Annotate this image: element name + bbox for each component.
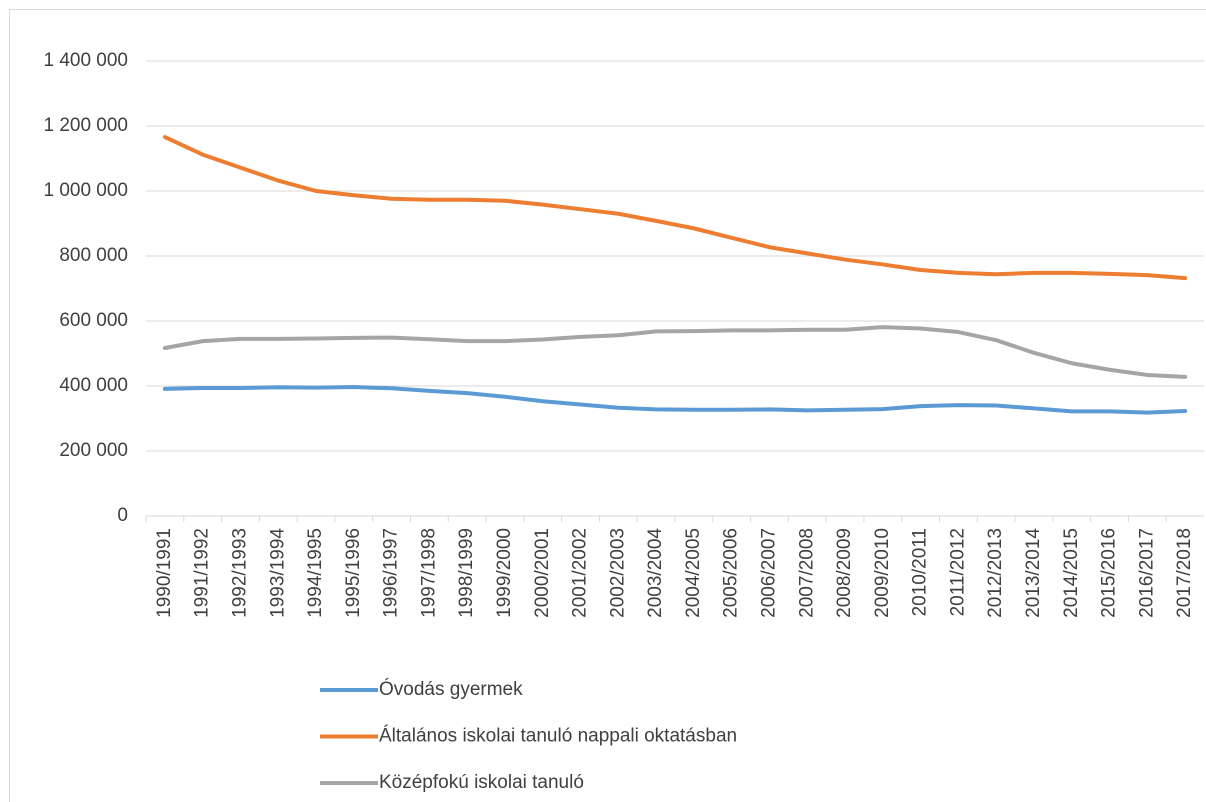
y-tick-label: 0	[117, 505, 128, 526]
y-tick-label: 400 000	[59, 375, 128, 396]
x-tick-label: 2005/2006	[721, 528, 742, 618]
y-tick-label: 600 000	[59, 310, 128, 331]
x-tick-label: 1992/1993	[229, 528, 250, 618]
y-tick-label: 1 400 000	[43, 50, 128, 71]
x-tick-label: 2012/2013	[985, 528, 1006, 618]
x-tick-label: 1990/1991	[154, 528, 175, 618]
x-tick-label: 2000/2001	[532, 528, 553, 618]
x-tick-label: 1999/2000	[494, 528, 515, 618]
chart-border	[9, 9, 1206, 802]
x-tick-label: 1994/1995	[305, 528, 326, 618]
x-tick-label: 1991/1992	[192, 528, 213, 618]
x-tick-label: 2017/2018	[1174, 528, 1195, 618]
y-tick-label: 1 200 000	[43, 115, 128, 136]
x-tick-label: 1996/1997	[381, 528, 402, 618]
x-tick-label: 1998/1999	[456, 528, 477, 618]
x-tick-label: 2009/2010	[872, 528, 893, 618]
x-tick-label: 2007/2008	[796, 528, 817, 618]
x-tick-label: 1997/1998	[418, 528, 439, 618]
x-tick-label: 2010/2011	[910, 528, 931, 616]
series-line	[162, 325, 1188, 379]
x-tick-label: 2006/2007	[758, 528, 779, 618]
legend-label: Általános iskolai tanuló nappali oktatás…	[379, 726, 737, 747]
x-tick-label: 2001/2002	[570, 528, 591, 618]
x-tick-label: 2015/2016	[1099, 528, 1120, 618]
x-tick-label: 2003/2004	[645, 528, 666, 618]
y-tick-label: 1 000 000	[43, 180, 128, 201]
x-tick-label: 2002/2003	[607, 528, 628, 618]
x-tick-label: 1993/1994	[267, 528, 288, 618]
series-line	[162, 135, 1188, 281]
legend-label: Középfokú iskolai tanuló	[379, 772, 584, 793]
x-tick-label: 2016/2017	[1136, 528, 1157, 618]
x-tick-label: 2008/2009	[834, 528, 855, 618]
x-tick-label: 2014/2015	[1061, 528, 1082, 618]
y-tick-label: 800 000	[59, 245, 128, 266]
series-line	[162, 384, 1188, 415]
x-tick-label: 2004/2005	[683, 528, 704, 618]
x-tick-label: 2011/2012	[947, 528, 968, 616]
x-tick-label: 2013/2014	[1023, 528, 1044, 618]
x-tick-label: 1995/1996	[343, 528, 364, 618]
y-tick-label: 200 000	[59, 440, 128, 461]
legend-label: Óvodás gyermek	[379, 678, 523, 700]
